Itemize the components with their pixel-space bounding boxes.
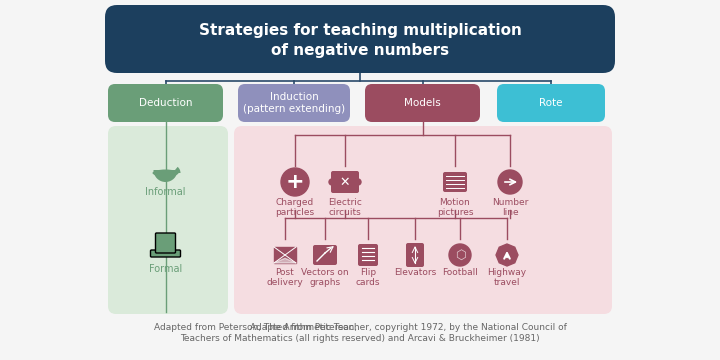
Text: Charged
particles: Charged particles (276, 198, 315, 217)
FancyBboxPatch shape (108, 126, 228, 314)
Ellipse shape (153, 170, 179, 176)
Text: Rote: Rote (539, 98, 563, 108)
Text: Motion
pictures: Motion pictures (437, 198, 473, 217)
FancyBboxPatch shape (443, 172, 467, 192)
Circle shape (329, 179, 335, 185)
Circle shape (281, 168, 309, 196)
Polygon shape (496, 244, 518, 266)
Text: Post
delivery: Post delivery (266, 268, 303, 287)
Wedge shape (153, 170, 178, 182)
FancyBboxPatch shape (105, 5, 615, 73)
Text: Elevators: Elevators (394, 268, 436, 277)
Text: of negative numbers: of negative numbers (271, 44, 449, 58)
Text: Number
line: Number line (492, 198, 528, 217)
Circle shape (449, 244, 471, 266)
Text: Football: Football (442, 268, 478, 277)
Text: Strategies for teaching multiplication: Strategies for teaching multiplication (199, 22, 521, 37)
FancyBboxPatch shape (497, 84, 605, 122)
Circle shape (355, 179, 361, 185)
FancyBboxPatch shape (406, 243, 424, 267)
Text: Teachers of Mathematics (all rights reserved) and Arcavi & Bruckheimer (1981): Teachers of Mathematics (all rights rese… (180, 334, 540, 343)
FancyBboxPatch shape (331, 171, 359, 193)
Text: Adapted from Peterson, The Arithmetic Teacher, copyright 1972, by the National C: Adapted from Peterson, The Arithmetic Te… (153, 323, 567, 332)
Text: Electric
circuits: Electric circuits (328, 198, 362, 217)
Text: Vectors on
graphs: Vectors on graphs (301, 268, 348, 287)
FancyBboxPatch shape (365, 84, 480, 122)
Text: Induction
(pattern extending): Induction (pattern extending) (243, 92, 345, 114)
FancyBboxPatch shape (313, 245, 337, 265)
Polygon shape (274, 247, 296, 263)
FancyBboxPatch shape (358, 244, 378, 266)
Text: Models: Models (404, 98, 441, 108)
Text: +: + (286, 172, 305, 192)
Text: Highway
travel: Highway travel (487, 268, 526, 287)
Text: Informal: Informal (145, 187, 186, 197)
Text: ✕: ✕ (340, 175, 350, 189)
Polygon shape (274, 258, 296, 263)
Text: Flip
cards: Flip cards (356, 268, 380, 287)
Text: ⬡: ⬡ (454, 248, 465, 261)
FancyBboxPatch shape (156, 233, 176, 253)
FancyBboxPatch shape (238, 84, 350, 122)
Text: Adapted from Peterson,: Adapted from Peterson, (250, 323, 360, 332)
FancyBboxPatch shape (108, 84, 223, 122)
FancyBboxPatch shape (150, 250, 181, 257)
Text: Deduction: Deduction (139, 98, 192, 108)
Wedge shape (173, 167, 181, 173)
Circle shape (498, 170, 522, 194)
FancyBboxPatch shape (234, 126, 612, 314)
Text: Formal: Formal (149, 264, 182, 274)
